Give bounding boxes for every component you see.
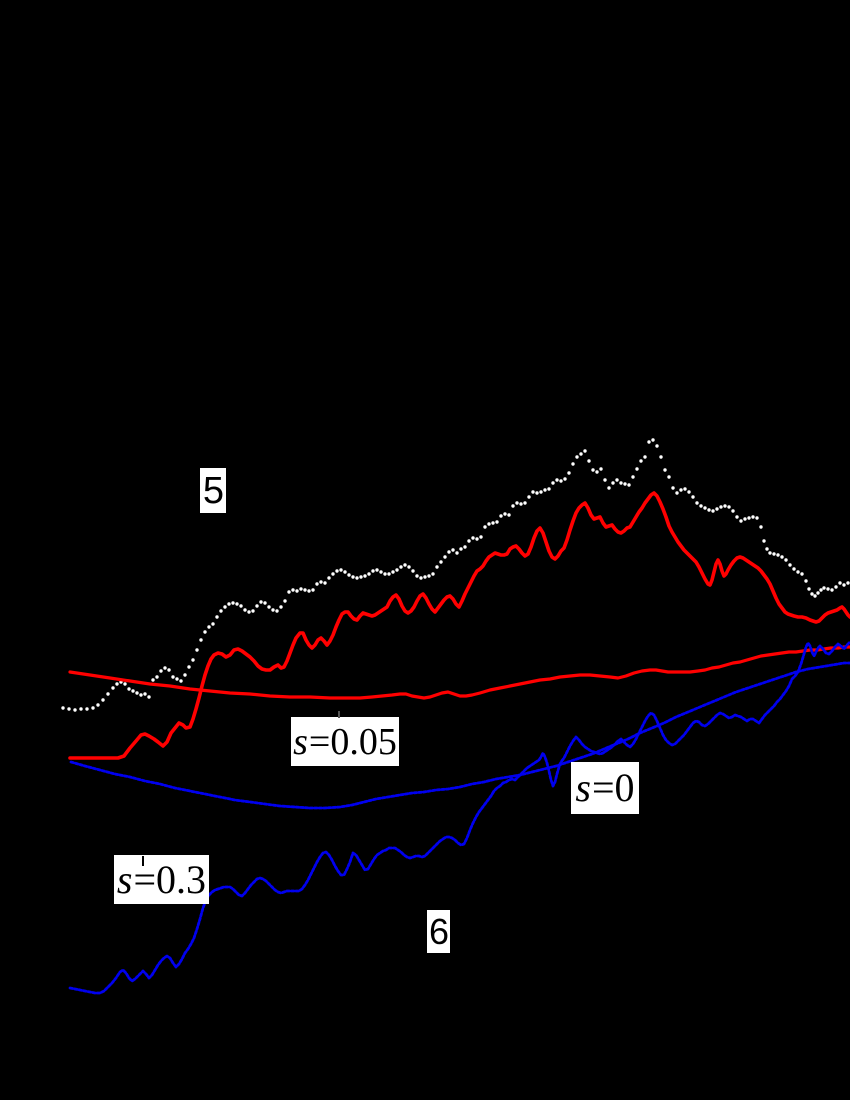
curve-label-s03-text: =0.3	[133, 856, 207, 902]
curve-label-5: 5	[200, 468, 226, 513]
curve-label-s005: s =0.05	[291, 717, 399, 766]
curve-label-s03: s =0.3	[114, 855, 209, 904]
curve-label-5-text: 5	[202, 469, 225, 512]
callout-tick-above-s005	[338, 711, 340, 718]
curve-label-6-text: 6	[428, 910, 450, 952]
series-red-noisy-curve	[68, 491, 850, 760]
curve-label-s0-prefix: s	[575, 765, 591, 810]
series-blue-smooth-curve-s0	[69, 661, 850, 810]
curve-label-6: 6	[427, 910, 450, 953]
curve-label-s03-prefix: s	[116, 856, 133, 902]
series-white-dotted-curve	[61, 438, 850, 712]
series-blue-noisy-curve-s03	[68, 640, 850, 995]
curve-label-s005-text: =0.05	[308, 720, 397, 763]
curve-label-s005-prefix: s	[293, 720, 308, 763]
curve-label-s0-text: =0	[592, 765, 635, 810]
curve-label-s0: s =0	[571, 762, 639, 814]
callout-tick-inside-s03	[142, 856, 144, 866]
series-red-smooth-curve	[68, 645, 850, 700]
